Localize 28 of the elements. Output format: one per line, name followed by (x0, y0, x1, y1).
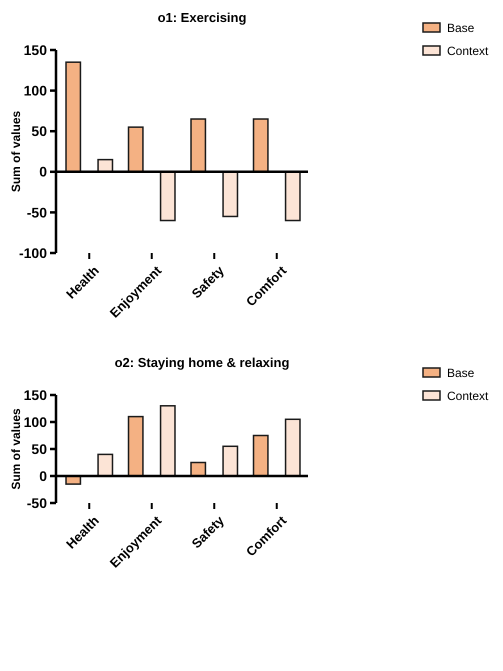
y-tick-label: 50 (31, 440, 48, 457)
y-tick-label: -100 (18, 244, 48, 261)
bar (160, 405, 176, 477)
bar (128, 416, 144, 477)
y-tick-label: 0 (39, 468, 48, 484)
bar (160, 171, 176, 222)
legend-label: Base (447, 21, 475, 36)
y-tick-label: 50 (31, 123, 48, 140)
chart-title: o1: Exercising (158, 10, 246, 25)
legend-label: Context (447, 389, 490, 404)
bar (284, 418, 301, 477)
legend-label: Context (447, 44, 490, 58)
y-tick-label: 150 (24, 42, 48, 58)
y-tick-label: 0 (39, 164, 48, 180)
y-axis-title: Sum of values (9, 110, 23, 192)
bar (252, 434, 269, 477)
y-axis-title: Sum of values (9, 408, 23, 490)
y-tick-label: 100 (24, 82, 48, 98)
y-tick-label: -50 (26, 494, 48, 511)
y-tick-label: -50 (26, 204, 48, 220)
y-tick-label: 150 (24, 386, 48, 403)
chart-title: o2: Staying home & relaxing (114, 355, 290, 370)
legend-label: Base (447, 366, 475, 380)
bar (97, 454, 114, 477)
bar (284, 171, 301, 222)
bar (222, 446, 238, 477)
y-tick-label: 100 (24, 414, 48, 430)
bar (222, 171, 238, 218)
